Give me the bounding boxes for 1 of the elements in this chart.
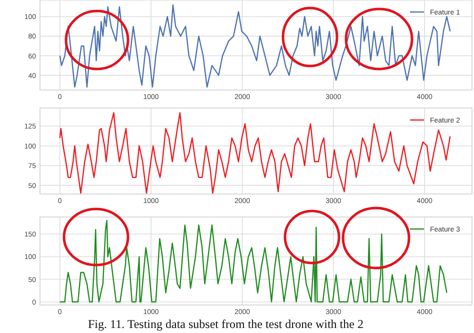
caption: Fig. 11. Testing data subset from the test drone with the 2 — [88, 317, 364, 331]
